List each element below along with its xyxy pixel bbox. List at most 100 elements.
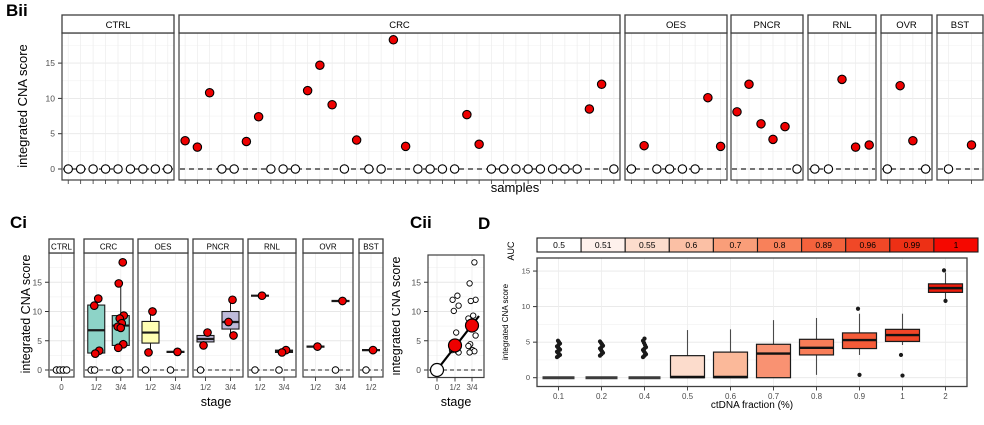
control-point: [90, 366, 99, 374]
x-tick-label: 1/2: [365, 383, 377, 392]
facet-panel-bg: [881, 33, 932, 180]
open-sample-point: [471, 259, 478, 266]
tumor-sample-point: [850, 142, 861, 152]
y-axis-title: integrated CNA score: [19, 255, 33, 374]
y-axis-title: integrated CNA score: [501, 283, 510, 360]
tumor-point: [203, 328, 212, 337]
tumor-sample-point: [744, 79, 754, 90]
tumor-sample-point: [474, 139, 484, 150]
outlier-dot: [941, 268, 947, 273]
facet-strip: [302, 238, 354, 254]
tumor-point: [277, 348, 287, 357]
facet-RNL: RNL: [807, 14, 877, 184]
control-sample-point: [523, 164, 533, 174]
x-tick-label: 0.7: [768, 392, 780, 401]
tumor-sample-point: [192, 142, 203, 152]
facet-PNCR: PNCR: [730, 14, 804, 184]
control-point: [141, 366, 150, 374]
outlier-dot: [855, 306, 861, 311]
facet-CTRL: CTRL: [61, 14, 175, 184]
control-sample-point: [88, 164, 98, 174]
facet-panel-bg: [303, 253, 353, 377]
facet-RNL: 1/2 3/4 RNL: [247, 238, 297, 392]
boxgroup-0.4: 0.4: [628, 336, 661, 401]
open-sample-point: [466, 280, 473, 287]
control-sample-point: [150, 164, 161, 174]
y-axis-title: integrated CNA score: [15, 44, 30, 168]
x-tick-label: 0.6: [725, 392, 737, 401]
facet-CTRL: 0 CTRL: [48, 238, 75, 392]
facet-strip-label: BST: [951, 20, 970, 31]
outlier-dot: [597, 339, 603, 344]
tumor-sample-point: [703, 92, 713, 103]
tumor-point: [144, 348, 153, 357]
facet-strip-label: CTRL: [51, 243, 72, 252]
control-sample-point: [882, 164, 893, 174]
control-sample-point: [75, 164, 86, 174]
tumor-sample-point: [908, 136, 918, 146]
control-sample-point: [535, 164, 546, 174]
facet-BST: 1/2 BST: [358, 238, 384, 392]
legend-cell: [933, 237, 979, 253]
control-point: [331, 366, 340, 374]
facet-strip: [61, 14, 175, 34]
tumor-point: [93, 294, 103, 303]
y-tick-label: 0: [526, 373, 530, 382]
control-sample-point: [63, 164, 73, 174]
tumor-sample-point: [351, 135, 362, 145]
control-sample-point: [100, 164, 111, 174]
facet-panel-bg: [179, 33, 620, 180]
control-sample-point: [547, 164, 558, 174]
outlier-dot: [555, 338, 561, 343]
x-tick-label: 3/4: [115, 383, 127, 392]
facet-OES: 1/2 3/4 OES: [137, 238, 189, 392]
boxgroup-0.7: 0.7: [755, 320, 792, 401]
x-tick-label: 0.8: [811, 392, 823, 401]
control-sample-point: [690, 164, 700, 174]
facet-strip-label: CRC: [389, 20, 410, 31]
control-sample-point: [511, 164, 521, 174]
control-sample-point: [626, 164, 637, 174]
open-sample-point: [472, 332, 479, 339]
tumor-point: [338, 296, 347, 306]
facet-strip-label: OES: [666, 20, 686, 31]
control-sample-point: [498, 164, 509, 174]
facet-panel-bg: [937, 33, 983, 180]
plot-bg: [537, 258, 967, 387]
legend-cell-label: 0.51: [595, 240, 612, 250]
open-sample-point: [449, 296, 456, 303]
control-point: [251, 366, 259, 374]
boxgroup-0.6: 0.6: [712, 329, 749, 401]
control-sample-point: [449, 164, 460, 174]
control-sample-point: [437, 164, 448, 174]
tumor-point: [228, 295, 237, 305]
legend-title-auc: AUC: [506, 241, 516, 261]
facet-strip: [880, 14, 933, 34]
facet-strip: [178, 14, 621, 34]
facet-strip: [624, 14, 728, 34]
tumor-sample-point: [895, 80, 905, 91]
y-tick-label: 15: [46, 58, 56, 68]
tumor-sample-point: [253, 112, 264, 122]
tumor-point: [148, 307, 157, 316]
control-sample-point: [163, 164, 173, 174]
control-sample-point: [792, 164, 802, 174]
y-tick-label: 0: [37, 365, 42, 375]
legend-cell-label: 0.6: [685, 240, 697, 250]
tumor-point: [116, 323, 126, 333]
tumor-sample-point: [966, 140, 977, 150]
outlier-dot: [898, 352, 904, 358]
facet-panel-bg: [731, 33, 803, 180]
box-CRC-1/2: [87, 304, 106, 354]
control-sample-point: [609, 164, 619, 174]
tumor-sample-point: [596, 79, 607, 90]
control-sample-point: [138, 164, 148, 174]
tumor-point: [114, 279, 124, 288]
facet-OES: OES: [624, 14, 728, 184]
facet-strip-label: OVR: [319, 243, 337, 252]
tumor-sample-point: [715, 141, 726, 152]
stage-median-point: [429, 362, 445, 378]
facet-CRC: CRC: [178, 14, 621, 184]
box: [755, 343, 792, 379]
